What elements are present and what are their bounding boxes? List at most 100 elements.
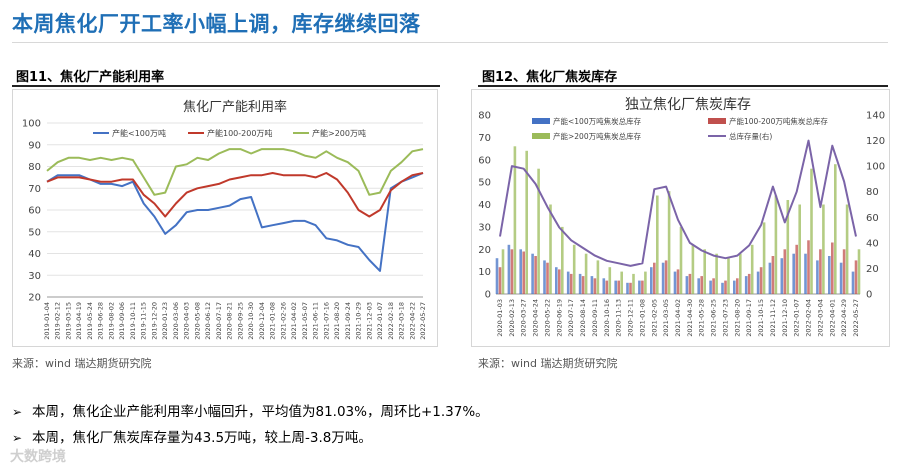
x-tick-label: 2019-02-12 [54,302,62,340]
inventory-bar [768,262,772,294]
x-tick-label: 2019-12-20 [150,302,158,340]
y-left-tick-label: 60 [478,155,491,166]
utilization-chart-frame: 焦化厂产能利用率 20 30 40 50 60 70 80 90 100 2019-01-04 201… [12,89,438,347]
y-right-tick-label: 0 [866,290,872,301]
x-tick-label: 2020-04-24 [532,299,540,337]
y-tick-label: 20 [28,293,41,304]
x-tick-label: 2021-08-20 [733,299,741,337]
bullet-inventory: ➢ 本周，焦化厂焦炭库存量为43.5万吨，较上周-3.8万吨。 [12,426,372,446]
inventory-bar [762,222,766,294]
legend-label: 产能<100万吨焦炭总库存 [553,116,642,126]
inventory-bar [715,253,718,294]
inventory-bar [816,260,819,294]
x-tick-label: 2022-01-07 [376,302,384,340]
x-tick-label: 2022-03-18 [398,302,406,340]
x-tick-label: 2021-02-05 [650,299,658,337]
series-line [46,172,424,218]
x-tick-label: 2020-07-17 [215,302,223,340]
figure-caption-utilization: 图11、焦化厂产能利用率 [16,70,165,85]
chart-title: 独立焦化厂焦炭库存 [625,97,751,113]
y-right-tick-label: 60 [866,213,879,224]
inventory-bar [513,146,517,294]
x-tick-label: 2020-06-19 [555,299,563,337]
x-tick-label: 2021-05-07 [301,302,309,340]
x-tick-label: 2021-10-15 [757,299,765,337]
legend-swatch [532,118,550,124]
inventory-bar [691,244,695,294]
inventory-bar [638,280,641,294]
inventory-bar [673,271,677,294]
x-tick-label: 2020-12-04 [258,302,266,340]
y-left-tick-label: 40 [478,200,491,211]
y-tick-label: 50 [28,227,41,238]
inventory-bar [653,262,656,294]
x-tick-label: 2020-09-25 [236,302,244,340]
x-tick-label: 2019-08-02 [107,302,115,340]
x-tick-label: 2020-08-14 [579,299,587,337]
inventory-bar [566,271,570,294]
inventory-bar [739,253,742,294]
inventory-bar [650,267,653,294]
inventory-bar [828,256,831,294]
inventory-bar [697,278,700,294]
inventory-bar [857,249,861,295]
x-tick-label: 2020-01-03 [496,299,504,337]
inventory-bar [780,258,784,294]
title-divider [12,42,888,43]
x-tick-label: 2021-07-16 [322,302,330,340]
inventory-bar [569,273,573,294]
legend-label: 总库存量(右) [729,131,772,141]
inventory-bar [501,249,505,295]
x-tick-label: 2022-05-27 [419,302,427,340]
inventory-bar [519,249,522,295]
x-tick-label: 2022-04-01 [828,299,836,337]
x-tick-label: 2021-09-24 [344,302,352,340]
x-tick-label: 2021-09-17 [745,299,753,337]
inventory-bar [676,269,680,294]
y-left-tick-label: 80 [478,111,491,122]
inventory-bar [839,262,843,294]
legend-label: 产能>200万吨焦炭总库存 [553,131,642,141]
inventory-bar [525,150,528,294]
inventory-bar [537,168,540,294]
x-tick-label: 2021-12-10 [781,299,789,337]
x-tick-label: 2020-11-13 [615,299,623,337]
inventory-bar [620,271,623,294]
inventory-bar [558,269,561,294]
x-tick-label: 2020-05-22 [543,299,551,337]
bullet-text: 本周，焦化厂焦炭库存量为43.5万吨，较上周-3.8万吨。 [32,430,372,446]
inventory-bar [531,253,534,294]
x-tick-label: 2021-06-25 [710,299,718,337]
x-tick-label: 2020-04-03 [183,302,191,340]
inventory-bar [721,282,724,294]
bullet-text: 本周，焦化企业产能利用率小幅回升，平均值为81.03%，周环比+1.37%。 [32,404,489,420]
x-tick-label: 2021-08-20 [333,302,341,340]
inventory-bar [842,249,846,295]
x-tick-label: 2022-04-22 [408,302,416,340]
inventory-bar [590,276,594,294]
figure-source-left: 来源：wind 瑞达期货研究院 [12,357,152,370]
inventory-chart-frame: 独立焦化厂焦炭库存 0 10 20 30 40 50 60 70 80 0 20 40 60 80 100 12… [471,89,890,347]
x-tick-label: 2021-02-26 [279,302,287,340]
x-tick-label: 2020-06-12 [204,302,212,340]
inventory-bar [608,267,612,294]
x-tick-label: 2020-10-16 [603,299,611,337]
y-left-tick-label: 10 [478,267,491,278]
x-tick-label: 2021-04-02 [674,299,682,337]
y-tick-label: 30 [28,271,41,282]
figure-caption-inventory: 图12、焦化厂焦炭库存 [482,70,618,85]
x-tick-label: 2022-02-04 [805,299,813,337]
inventory-bar [747,273,751,294]
inventory-bar [834,164,837,294]
x-tick-label: 2020-10-30 [247,302,255,340]
inventory-bar [679,226,683,294]
x-tick-label: 2020-03-06 [172,302,180,340]
y-tick-label: 100 [22,119,41,130]
inventory-bar [581,276,585,294]
x-tick-label: 2019-10-11 [129,302,137,340]
x-tick-label: 2019-01-04 [43,302,51,340]
inventory-bar [626,282,629,294]
inventory-bar [632,273,635,294]
legend-label: 产能100-200万吨焦炭总库存 [729,116,828,126]
inventory-bar [756,271,760,294]
